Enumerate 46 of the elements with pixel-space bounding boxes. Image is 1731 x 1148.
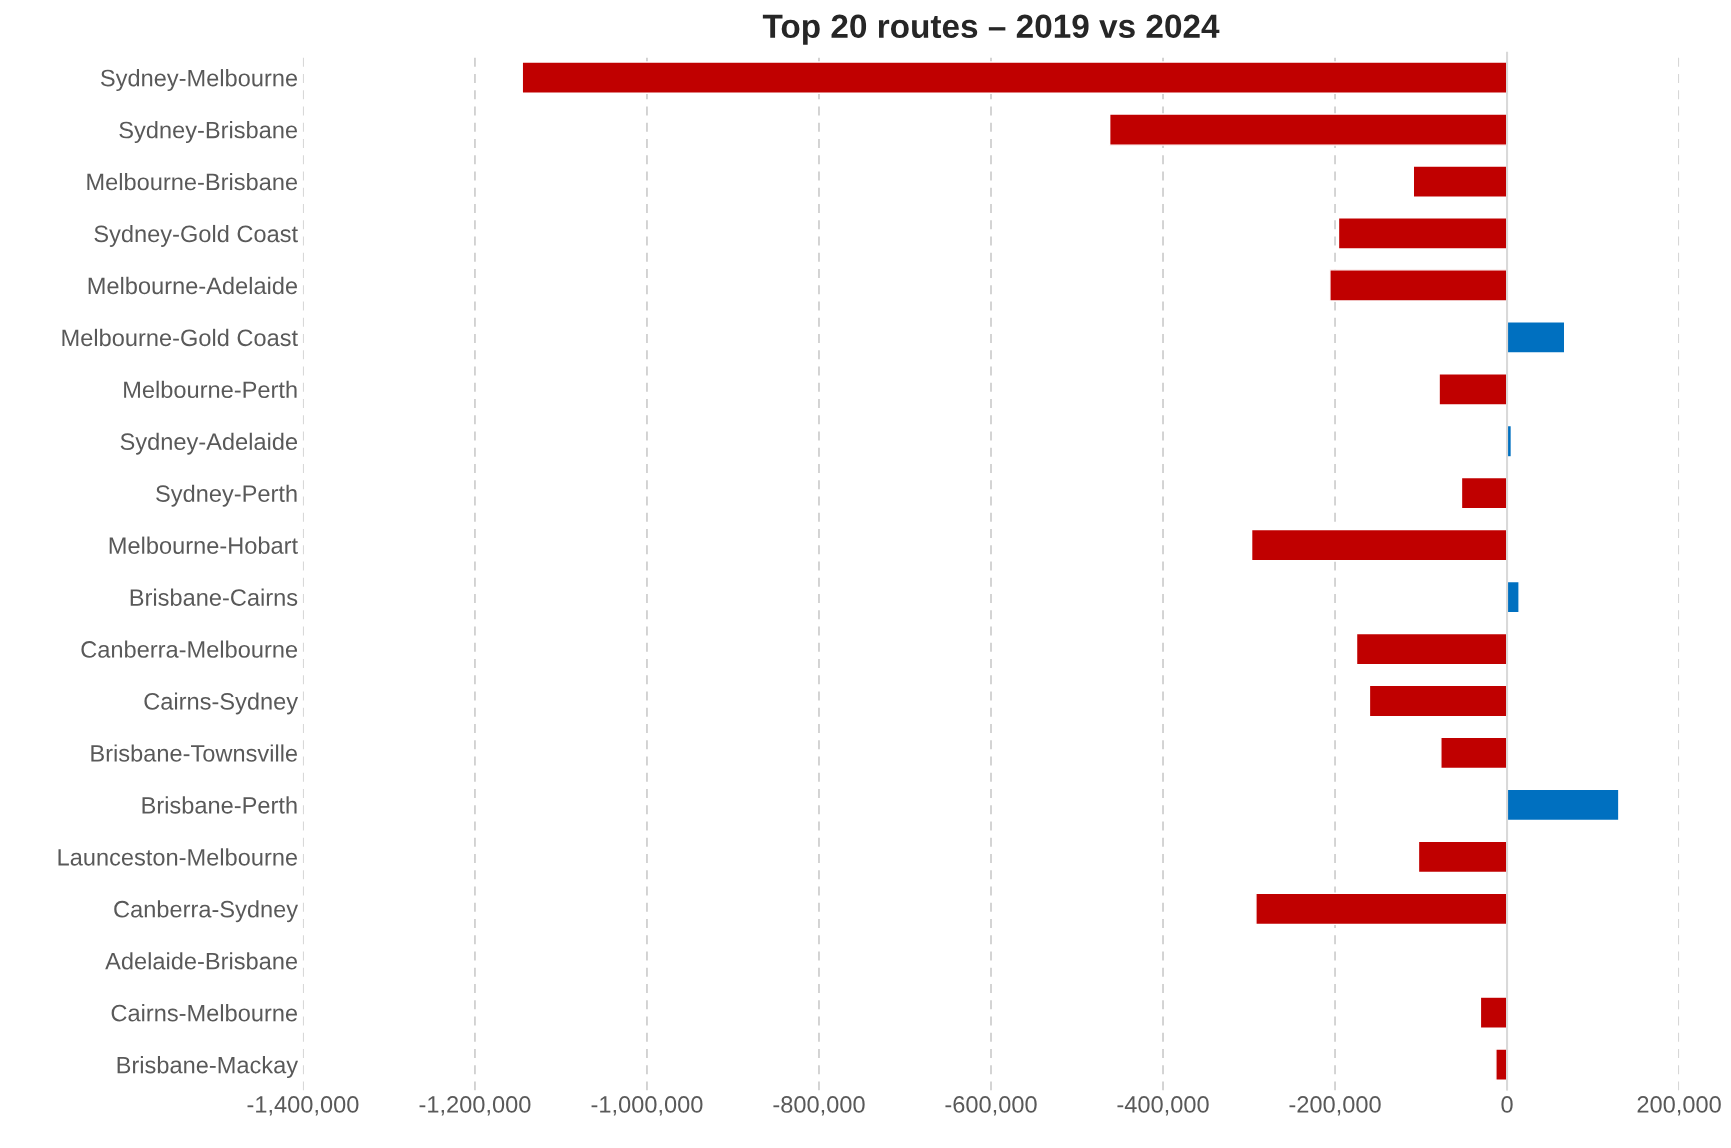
x-tick-label: 0 <box>1501 1096 1513 1113</box>
x-tick-label: -200,000 <box>1289 1096 1381 1116</box>
y-tick-label: Launceston-Melbourne <box>58 848 298 866</box>
bar <box>1329 269 1508 302</box>
x-tick-label: -1,000,000 <box>591 1096 703 1116</box>
y-tick-label: Brisbane-Perth <box>142 796 297 814</box>
x-tick-label: 200,000 <box>1637 1096 1721 1116</box>
y-tick-label: Brisbane-Cairns <box>130 588 298 606</box>
y-tick-label: Melbourne-Perth <box>124 380 297 399</box>
y-tick-label: Cairns-Sydney <box>144 692 299 715</box>
bar <box>1460 476 1508 510</box>
bar <box>1412 165 1508 198</box>
y-tick-label: Melbourne-Hobart <box>109 536 298 554</box>
x-tick-label: -600,000 <box>945 1096 1037 1116</box>
bar <box>1438 373 1508 406</box>
x-tick-label: -800,000 <box>773 1096 865 1116</box>
y-tick-label: Brisbane-Townsville <box>91 744 298 762</box>
y-tick-label: Canberra-Melbourne <box>81 640 298 658</box>
bar <box>1337 217 1508 250</box>
y-tick-label: Sydney-Gold Coast <box>94 224 298 247</box>
y-tick-label: Sydney-Brisbane <box>119 121 298 144</box>
bar <box>1440 736 1508 770</box>
y-tick-label: Canberra-Sydney <box>114 900 299 923</box>
bar <box>1417 840 1508 874</box>
x-tick-label: -400,000 <box>1117 1096 1209 1116</box>
y-tick-label: Adelaide-Brisbane <box>105 952 298 970</box>
bar <box>1255 892 1508 926</box>
chart-title: Top 20 routes – 2019 vs 2024 <box>762 14 1220 45</box>
bar <box>1355 632 1508 666</box>
y-tick-label: Melbourne-Adelaide <box>88 276 298 295</box>
y-tick-label: Sydney-Adelaide <box>120 432 298 455</box>
bar <box>1108 113 1508 146</box>
bar <box>1506 321 1566 354</box>
y-tick-label: Sydney-Perth <box>156 484 297 507</box>
x-tick-label: -1,200,000 <box>419 1096 531 1116</box>
y-tick-label: Sydney-Melbourne <box>100 69 298 92</box>
bar <box>521 61 1508 94</box>
y-tick-label: Cairns-Melbourne <box>111 1004 298 1022</box>
y-tick-label: Brisbane-Mackay <box>117 1056 299 1079</box>
bar <box>1506 788 1620 822</box>
bar <box>1479 996 1508 1029</box>
bar <box>1250 528 1508 562</box>
y-tick-label: Melbourne-Gold Coast <box>62 328 298 347</box>
y-tick-label: Melbourne-Brisbane <box>87 172 298 191</box>
x-tick-label: -1,400,000 <box>247 1096 359 1116</box>
bar <box>1368 684 1508 718</box>
